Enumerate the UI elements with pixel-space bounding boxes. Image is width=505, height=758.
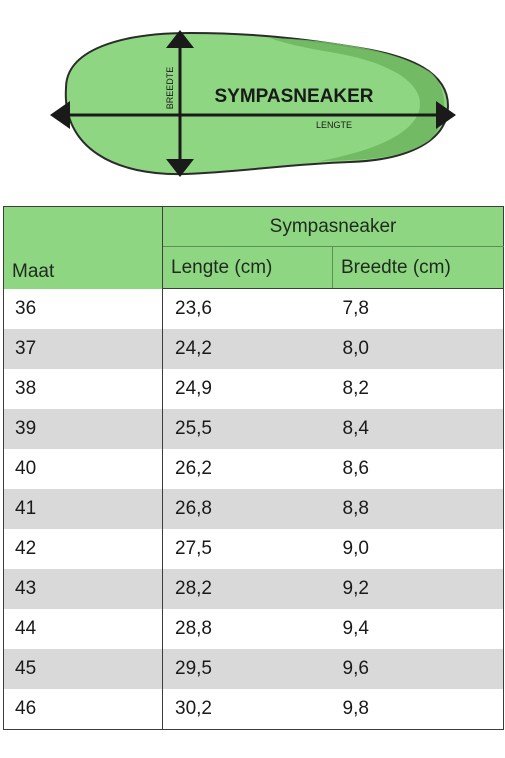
width-cell: 9,2 xyxy=(332,569,504,609)
table-row: 36 23,6 7,8 xyxy=(3,288,504,329)
header-width: Breedte (cm) xyxy=(332,246,504,289)
size-cell: 37 xyxy=(3,329,163,369)
width-arrow-top-head xyxy=(166,30,194,48)
width-cell: 8,8 xyxy=(332,489,504,529)
size-cell: 41 xyxy=(3,489,163,529)
header-size: Maat xyxy=(3,206,163,289)
width-cell: 8,0 xyxy=(332,329,504,369)
length-arrow-right-head xyxy=(436,101,456,129)
width-cell: 8,6 xyxy=(342,458,369,479)
size-cell: 40 xyxy=(3,449,163,489)
table-row: 42 27,5 9,0 xyxy=(3,529,504,569)
length-cell: 26,2 xyxy=(175,458,212,479)
length-cell: 28,8 xyxy=(175,618,212,639)
width-cell: 9,0 xyxy=(342,538,369,559)
size-cell: 36 xyxy=(3,288,163,329)
table-row: 40 26,2 8,6 xyxy=(3,449,504,489)
length-cell: 25,5 xyxy=(162,409,333,449)
length-cell: 30,2 xyxy=(162,689,333,730)
length-cell: 24,2 xyxy=(162,329,333,369)
length-arrow-left-head xyxy=(50,101,70,129)
width-label: BREEDTE xyxy=(165,67,175,110)
length-cell: 28,2 xyxy=(162,569,333,609)
table-row: 43 28,2 9,2 xyxy=(3,569,504,609)
table-row: 44 28,8 9,4 xyxy=(3,609,504,649)
width-cell: 8,2 xyxy=(342,378,369,399)
size-cell: 38 xyxy=(3,369,163,409)
length-cell: 24,9 xyxy=(175,378,212,399)
table-row: 38 24,9 8,2 xyxy=(3,369,504,409)
size-cell: 44 xyxy=(3,609,163,649)
table-row: 41 26,8 8,8 xyxy=(3,489,504,529)
width-cell: 9,8 xyxy=(332,689,504,730)
width-cell: 9,6 xyxy=(332,649,504,689)
header-length: Lengte (cm) xyxy=(162,246,333,289)
insole-diagram: SYMPASNEAKER LENGTE BREEDTE xyxy=(50,30,456,177)
insole-title: SYMPASNEAKER xyxy=(214,86,373,107)
length-cell: 26,8 xyxy=(162,489,333,529)
header-group: Sympasneaker xyxy=(162,206,504,247)
table-row: 39 25,5 8,4 xyxy=(3,409,504,449)
length-cell: 29,5 xyxy=(162,649,333,689)
size-table: Maat Sympasneaker Lengte (cm) Breedte (c… xyxy=(3,206,505,730)
width-arrow-bottom-head xyxy=(166,159,194,177)
size-cell: 45 xyxy=(3,649,163,689)
length-cell: 23,6 xyxy=(175,298,212,319)
insole-shape xyxy=(64,31,450,176)
insole-toe-shading xyxy=(270,38,445,161)
size-cell: 42 xyxy=(3,529,163,569)
width-cell: 7,8 xyxy=(342,298,369,319)
size-cell: 39 xyxy=(3,409,163,449)
size-cell: 43 xyxy=(3,569,163,609)
length-label: LENGTE xyxy=(316,120,352,130)
length-cell: 27,5 xyxy=(175,538,212,559)
table-row: 45 29,5 9,6 xyxy=(3,649,504,689)
table-row: 46 30,2 9,8 xyxy=(3,689,504,730)
size-cell: 46 xyxy=(3,689,163,730)
width-cell: 8,4 xyxy=(332,409,504,449)
table-row: 37 24,2 8,0 xyxy=(3,329,504,369)
width-cell: 9,4 xyxy=(342,618,369,639)
